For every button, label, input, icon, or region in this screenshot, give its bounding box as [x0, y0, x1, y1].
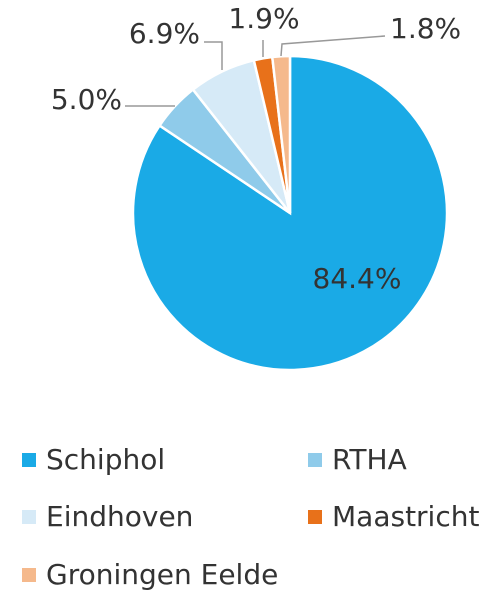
- data-label: 1.9%: [228, 2, 299, 35]
- pie-slice: [131, 54, 449, 372]
- legend-label: Eindhoven: [46, 500, 193, 533]
- leader-line: [204, 41, 223, 70]
- legend-label: Schiphol: [46, 443, 165, 476]
- legend-label: Groningen Eelde: [46, 558, 278, 591]
- legend-swatch: [22, 568, 36, 582]
- legend-swatch: [308, 453, 322, 467]
- legend-label: RTHA: [332, 443, 407, 476]
- data-label: 84.4%: [313, 262, 402, 295]
- legend-swatch: [308, 510, 322, 524]
- data-label: 5.0%: [51, 83, 122, 116]
- legend-swatch: [22, 453, 36, 467]
- data-label: 1.8%: [390, 12, 461, 45]
- pie-slice: [270, 54, 292, 214]
- legend-swatch: [22, 510, 36, 524]
- data-label: 6.9%: [129, 17, 200, 50]
- legend-label: Maastricht: [332, 500, 479, 533]
- leader-line: [280, 35, 386, 57]
